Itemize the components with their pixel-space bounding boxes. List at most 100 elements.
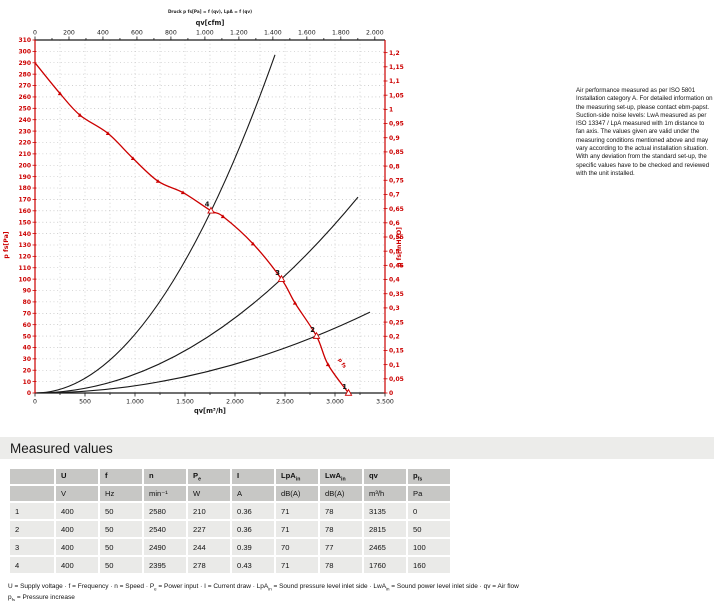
table-cell: 400 (56, 557, 98, 573)
table-cell: 1760 (364, 557, 406, 573)
unit-cell: A (232, 486, 274, 501)
svg-text:1.400: 1.400 (264, 30, 282, 37)
row-number-cell: 1 (10, 503, 54, 519)
svg-text:0: 0 (389, 390, 393, 397)
table-cell: 3135 (364, 503, 406, 519)
svg-text:600: 600 (131, 30, 143, 37)
table-cell: 0.43 (232, 557, 274, 573)
svg-text:qv[m³/h]: qv[m³/h] (194, 407, 226, 415)
svg-text:0,4: 0,4 (389, 277, 400, 284)
system-resistance-curves (34, 54, 371, 394)
operating-point-number: 1 (342, 383, 347, 391)
measured-values-header: Measured values (0, 437, 714, 459)
header-cell-speed: n (144, 469, 186, 484)
svg-text:0,1: 0,1 (389, 362, 400, 369)
unit-cell: m³/h (364, 486, 406, 501)
table-cell: 50 (100, 521, 142, 537)
row-number-cell: 4 (10, 557, 54, 573)
svg-text:0,45: 0,45 (389, 263, 404, 270)
air-performance-chart-svg: p fs[Pa] p fs[inH2O]010203040506070809010… (3, 9, 404, 415)
operating-point-marker (312, 331, 321, 339)
chart-title: Druck p fs[Pa] = f (qv), LpA = f (qv) (168, 9, 252, 14)
svg-text:1,1: 1,1 (389, 78, 400, 85)
table-cell: 71 (276, 503, 318, 519)
svg-text:0,9: 0,9 (389, 135, 400, 142)
parabola-through-point-4 (34, 54, 276, 394)
svg-text:0,15: 0,15 (389, 348, 404, 355)
svg-text:1,2: 1,2 (389, 50, 400, 57)
parabola-through-point-2 (34, 311, 371, 394)
measured-values-table: U f n Pe I LpAin LwAin qv pfs V Hz min⁻¹… (8, 467, 452, 575)
svg-text:280: 280 (18, 71, 31, 78)
svg-text:p fs[Pa]: p fs[Pa] (3, 231, 10, 258)
svg-text:30: 30 (23, 356, 31, 363)
table-cell: 0 (408, 503, 450, 519)
table-cell: 400 (56, 503, 98, 519)
svg-text:1.500: 1.500 (176, 399, 194, 406)
unit-cell: Hz (100, 486, 142, 501)
svg-text:800: 800 (165, 30, 177, 37)
svg-text:1.600: 1.600 (298, 30, 316, 37)
svg-text:0,85: 0,85 (389, 149, 404, 156)
svg-text:0,6: 0,6 (389, 220, 400, 227)
table-cell: 70 (276, 539, 318, 555)
operating-point-marker (277, 274, 286, 282)
table-cell: 50 (100, 503, 142, 519)
svg-text:180: 180 (18, 185, 31, 192)
svg-text:1,15: 1,15 (389, 64, 404, 71)
svg-text:120: 120 (18, 254, 31, 261)
svg-text:0,65: 0,65 (389, 206, 404, 213)
table-cell: 160 (408, 557, 450, 573)
svg-text:140: 140 (18, 231, 31, 238)
svg-text:1.000: 1.000 (196, 30, 214, 37)
unit-cell: dB(A) (320, 486, 362, 501)
left-axis-ticks: 0 10 20 30 40 50 60 70 80 90 100 110 120 130 140 150 160… (18, 37, 37, 397)
header-cell-frequency: f (100, 469, 142, 484)
section-title: Measured values (10, 440, 113, 456)
table-cell: 71 (276, 521, 318, 537)
table-cell: 400 (56, 521, 98, 537)
curve-marker (325, 362, 331, 367)
header-cell-voltage: U (56, 469, 98, 484)
svg-text:210: 210 (18, 151, 31, 158)
svg-text:1: 1 (389, 107, 393, 114)
svg-text:190: 190 (18, 174, 31, 181)
operating-points: 4 3 2 1 (205, 201, 353, 396)
svg-text:40: 40 (23, 345, 31, 352)
measurement-note: Air performance measured as per ISO 5801… (576, 87, 713, 177)
svg-text:50: 50 (23, 333, 31, 340)
svg-text:110: 110 (18, 265, 31, 272)
svg-text:1.200: 1.200 (230, 30, 248, 37)
unit-header-row: V Hz min⁻¹ W A dB(A) dB(A) m³/h Pa (10, 486, 450, 501)
performance-chart: p fs[Pa] p fs[inH2O] 0 10 20 30 40 50 60 70 80 90 10… (0, 0, 446, 432)
curve-marker (180, 190, 186, 195)
svg-text:100: 100 (18, 276, 31, 283)
unit-cell: W (188, 486, 230, 501)
svg-text:300: 300 (18, 49, 31, 56)
svg-text:200: 200 (63, 30, 75, 37)
svg-text:220: 220 (18, 140, 31, 147)
svg-text:0,75: 0,75 (389, 177, 404, 184)
svg-text:0,8: 0,8 (389, 163, 400, 170)
row-number-cell: 2 (10, 521, 54, 537)
svg-text:150: 150 (18, 219, 31, 226)
pressure-curve: p fs (34, 62, 350, 394)
table-row: 2 400 50 2540 227 0.36 71 78 2815 50 (10, 521, 450, 537)
header-cell-lwa: LwAin (320, 469, 362, 484)
curve-marker (105, 131, 111, 135)
table-cell: 50 (100, 539, 142, 555)
parabola-through-point-3 (34, 196, 359, 394)
table-cell: 227 (188, 521, 230, 537)
table-row: 4 400 50 2395 278 0.43 71 78 1760 160 (10, 557, 450, 573)
header-cell-airflow: qv (364, 469, 406, 484)
table-cell: 244 (188, 539, 230, 555)
svg-text:0,2: 0,2 (389, 333, 400, 340)
table-cell: 210 (188, 503, 230, 519)
table-row: 3 400 50 2490 244 0.39 70 77 2465 100 (10, 539, 450, 555)
table-cell: 50 (100, 557, 142, 573)
svg-text:170: 170 (18, 197, 31, 204)
svg-text:310: 310 (18, 37, 31, 44)
table-cell: 0.36 (232, 503, 274, 519)
right-axis-ticks: 0 0,05 0,1 0,15 0,2 0,25 0,3 0,35 0,4 0,45 0,5 0,55… (383, 50, 404, 397)
